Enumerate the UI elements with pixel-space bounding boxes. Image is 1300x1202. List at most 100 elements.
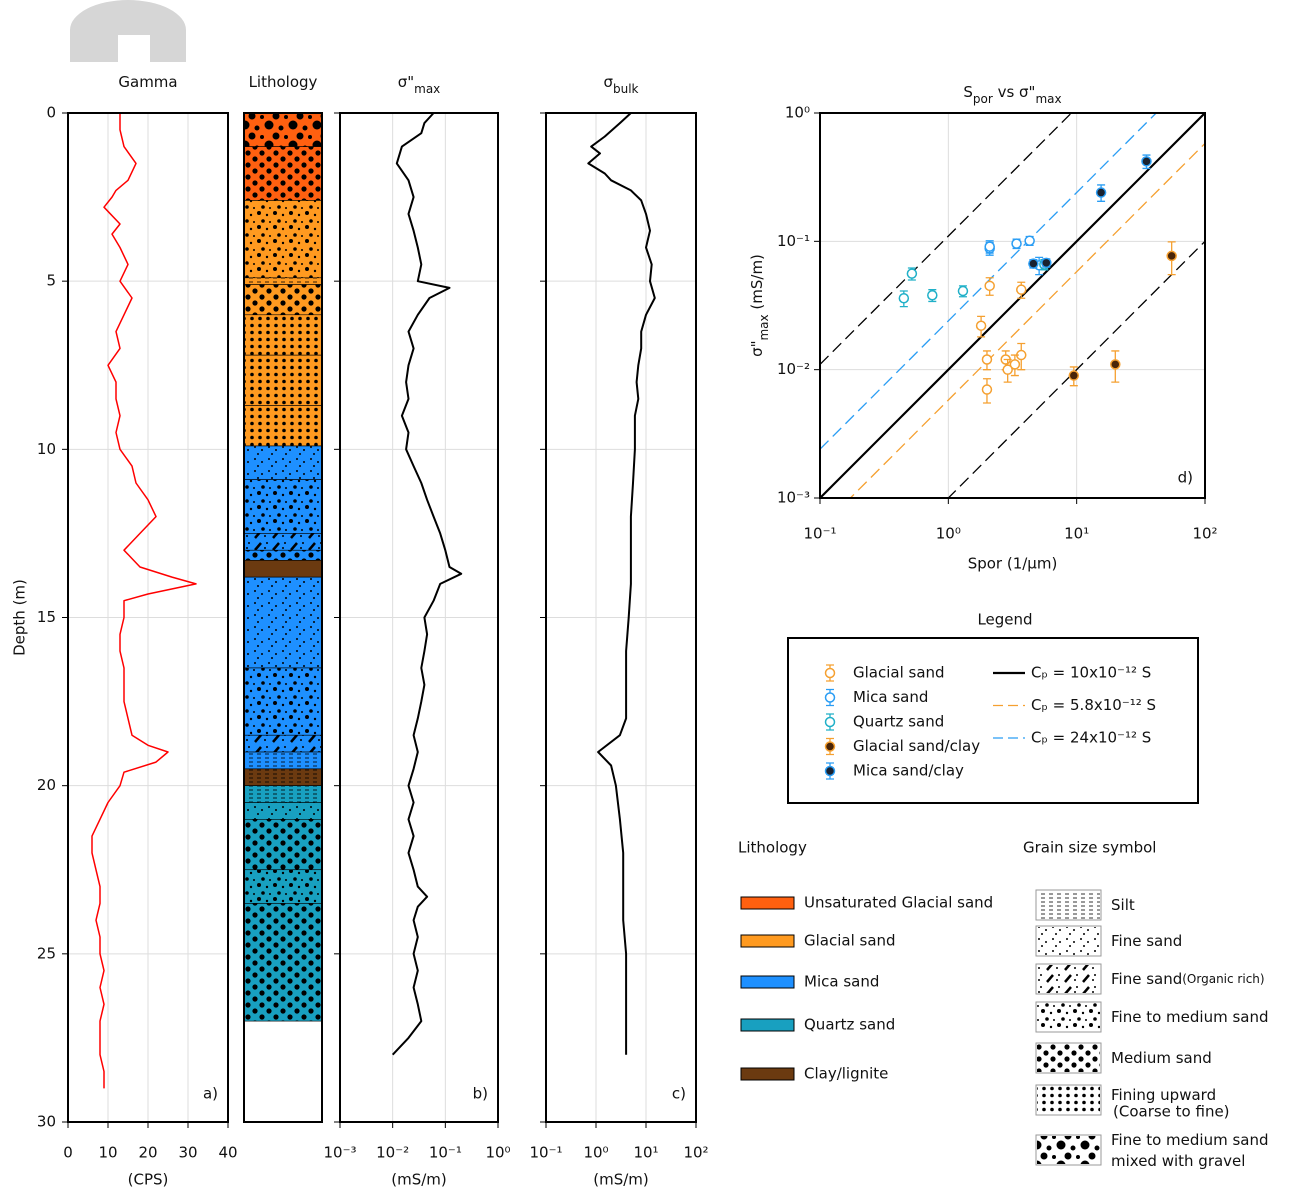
legend-label: Mica sand/clay bbox=[853, 762, 964, 780]
x-tick-label: 10⁻³ bbox=[323, 1144, 356, 1162]
layer-pattern bbox=[244, 903, 322, 1022]
y-axis-label-part: (mS/m) bbox=[748, 254, 766, 314]
chart-title-sub: por bbox=[973, 92, 993, 106]
layer-pattern bbox=[244, 146, 322, 201]
grain-pattern bbox=[1037, 1136, 1100, 1164]
chart-title: σbulk bbox=[603, 73, 638, 96]
plot-frame bbox=[243, 112, 323, 1123]
legend-label: Cₚ = 5.8x10⁻¹² S bbox=[1031, 696, 1156, 714]
x-tick-label: 10¹ bbox=[1064, 525, 1089, 543]
legend-note: (Coarse to fine) bbox=[1113, 1103, 1230, 1121]
grain-pattern bbox=[1037, 965, 1100, 993]
layer-pattern bbox=[244, 752, 322, 769]
legend-box bbox=[787, 637, 1199, 804]
legend-label: Unsaturated Glacial sand bbox=[804, 894, 993, 912]
legend-label: Glacial sand/clay bbox=[853, 737, 980, 755]
logo-watermark bbox=[70, 0, 186, 62]
layer-pattern bbox=[244, 785, 322, 803]
x-tick-label: 0 bbox=[63, 1144, 73, 1162]
x-tick-label: 10⁻¹ bbox=[429, 1144, 462, 1162]
y-axis-label-sub: max bbox=[757, 314, 771, 340]
layer-pattern bbox=[244, 284, 322, 315]
legend-marker bbox=[824, 667, 836, 679]
legend-label: Quartz sand bbox=[853, 713, 944, 731]
data-point bbox=[1024, 235, 1035, 247]
x-tick-label: 30 bbox=[178, 1144, 197, 1162]
legend-label-text: Fine sand bbox=[1111, 932, 1182, 950]
data-point bbox=[1141, 156, 1152, 167]
layer-pattern bbox=[244, 768, 322, 786]
x-tick-label: 40 bbox=[218, 1144, 237, 1162]
layer-pattern bbox=[244, 802, 322, 820]
legend-swatch bbox=[740, 1067, 795, 1081]
legend-label: Cₚ = 24x10⁻¹² S bbox=[1031, 729, 1151, 747]
x-tick-label: 10⁰ bbox=[936, 525, 961, 543]
chart-title: Lithology bbox=[249, 73, 318, 91]
legend-swatch bbox=[740, 896, 795, 910]
reference-line bbox=[820, 113, 1073, 365]
x-tick-label: 10² bbox=[683, 1144, 708, 1162]
grain-pattern bbox=[1037, 927, 1100, 955]
chart-title-part: Gamma bbox=[118, 73, 177, 91]
y-axis-label: Depth (m) bbox=[11, 579, 29, 656]
y-tick-label: 10⁻² bbox=[777, 360, 810, 378]
y-axis-label: σ"max (mS/m) bbox=[748, 254, 771, 357]
layer-pattern bbox=[244, 819, 322, 870]
legend-label: Cₚ = 10x10⁻¹² S bbox=[1031, 664, 1151, 682]
chart-title: Gamma bbox=[118, 73, 177, 91]
layer-pattern bbox=[244, 667, 322, 736]
data-point bbox=[1028, 258, 1039, 269]
layer-pattern bbox=[244, 869, 322, 904]
data-point bbox=[1002, 364, 1013, 375]
x-tick-label: 10¹ bbox=[633, 1144, 658, 1162]
legend-title: Lithology bbox=[738, 839, 807, 857]
legend-label: Glacial sand bbox=[853, 664, 945, 682]
legend-label-text: Medium sand bbox=[1111, 1049, 1212, 1067]
reference-line bbox=[820, 113, 1158, 450]
x-axis-label: (mS/m) bbox=[391, 1171, 447, 1189]
x-tick-label: 20 bbox=[138, 1144, 157, 1162]
panel-label: b) bbox=[473, 1085, 488, 1103]
layer-pattern bbox=[244, 735, 322, 753]
legend-note: (Organic rich) bbox=[1182, 972, 1264, 986]
panel-label: c) bbox=[672, 1085, 686, 1103]
legend-label: Clay/lignite bbox=[804, 1065, 888, 1083]
data-point bbox=[1110, 359, 1121, 370]
legend-label-text: Fine sand bbox=[1111, 970, 1182, 988]
layer-pattern bbox=[244, 314, 322, 356]
layer-pattern bbox=[244, 533, 322, 551]
data-point bbox=[1009, 359, 1021, 370]
data-point bbox=[975, 320, 987, 331]
log-curve bbox=[587, 112, 656, 1055]
plot-frame bbox=[819, 112, 1206, 499]
y-tick-label: 10⁰ bbox=[785, 104, 810, 122]
data-point bbox=[957, 285, 969, 297]
x-tick-label: 10⁻¹ bbox=[529, 1144, 562, 1162]
layer-pattern bbox=[244, 560, 322, 578]
legend-label: Medium sand bbox=[1111, 1049, 1212, 1067]
y-tick-label: 20 bbox=[37, 776, 56, 794]
reference-line bbox=[947, 240, 1205, 498]
y-tick-label: 5 bbox=[46, 272, 56, 290]
legend-label: Fining upward bbox=[1111, 1086, 1216, 1104]
legend-label: Mica sand bbox=[804, 973, 879, 991]
x-axis-label: Spor (1/μm) bbox=[968, 555, 1058, 573]
data-point bbox=[1016, 284, 1027, 295]
chart-title: σ"max bbox=[398, 73, 441, 96]
y-axis-label-part: σ" bbox=[748, 341, 766, 357]
legend-label: Mica sand bbox=[853, 688, 928, 706]
legend-label-text: Fine to medium sand bbox=[1111, 1008, 1269, 1026]
y-tick-label: 10⁻³ bbox=[777, 489, 810, 507]
reference-line bbox=[849, 142, 1205, 498]
legend-swatch bbox=[740, 1018, 795, 1032]
chart-title-sub: max bbox=[1035, 92, 1061, 106]
chart-title-part: vs bbox=[993, 83, 1019, 101]
grain-pattern bbox=[1037, 1086, 1100, 1114]
legend-label-text: Fining upward bbox=[1111, 1086, 1216, 1104]
legend-marker bbox=[824, 692, 836, 703]
data-point bbox=[981, 354, 993, 365]
grain-pattern bbox=[1037, 891, 1100, 919]
layer-pattern bbox=[244, 113, 322, 147]
legend-marker bbox=[824, 741, 836, 752]
